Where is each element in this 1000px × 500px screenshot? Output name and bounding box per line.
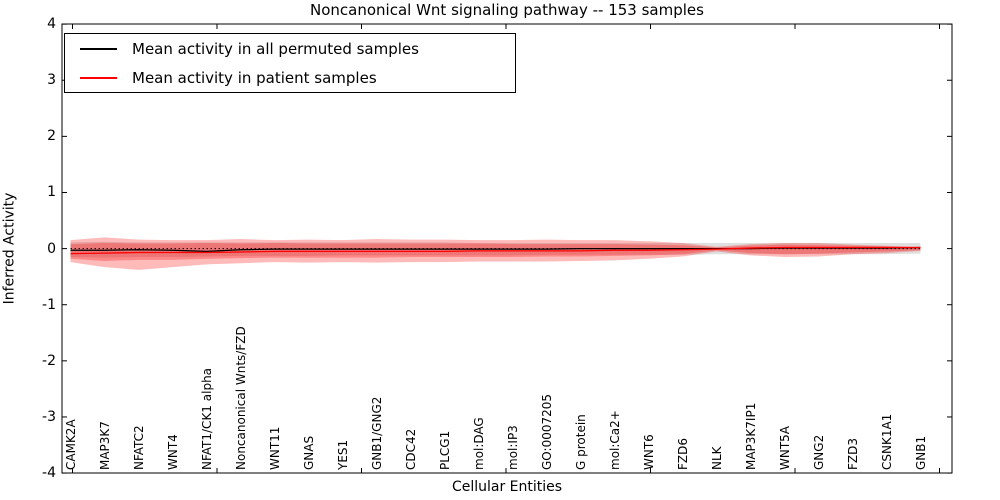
x-tick-label: G protein xyxy=(573,414,588,470)
red-line-swatch xyxy=(80,77,117,79)
x-tick-label: mol:Ca2+ xyxy=(607,410,622,470)
y-tick-label: 3 xyxy=(47,72,56,89)
y-tick-label: 4 xyxy=(47,16,56,33)
legend-label-patient: Mean activity in patient samples xyxy=(132,68,377,87)
x-tick-label: GNB1 xyxy=(913,435,928,470)
black-line-swatch xyxy=(80,48,117,50)
x-tick-label: NFATC2 xyxy=(131,425,146,470)
x-tick-label: WNT4 xyxy=(165,434,180,470)
x-tick-label: NFAT1/CK1 alpha xyxy=(199,367,214,470)
chart-title: Noncanonical Wnt signaling pathway -- 15… xyxy=(310,1,704,19)
x-tick-label: NLK xyxy=(709,446,724,470)
y-tick-label: 0 xyxy=(47,240,56,257)
x-tick-label: PLCG1 xyxy=(437,430,452,470)
y-tick-label: -2 xyxy=(42,352,56,369)
x-tick-label: MAP3K7 xyxy=(97,421,112,470)
patient-samples-std-outer-band xyxy=(70,237,921,270)
x-tick-label: FZD6 xyxy=(675,438,690,470)
y-tick-label: -3 xyxy=(42,408,56,425)
x-tick-label: GNG2 xyxy=(811,434,826,470)
x-tick-label: GO:0007205 xyxy=(539,393,554,470)
x-tick-label: mol:IP3 xyxy=(505,425,520,470)
y-tick-label: -4 xyxy=(42,465,56,482)
legend-item-patient: Mean activity in patient samples xyxy=(65,64,515,92)
x-tick-label: Noncanonical Wnts/FZD xyxy=(233,326,248,470)
y-tick-label: 1 xyxy=(47,184,56,201)
legend-label-permuted: Mean activity in all permuted samples xyxy=(132,39,419,58)
x-tick-label: MAP3K7IP1 xyxy=(743,402,758,470)
x-tick-label: WNT5A xyxy=(777,425,792,470)
y-tick-label: -1 xyxy=(42,296,56,313)
patient-samples-std-inner-band xyxy=(70,242,921,261)
legend-item-permuted: Mean activity in all permuted samples xyxy=(65,35,515,63)
x-tick-label: FZD3 xyxy=(845,438,860,470)
x-tick-label: YES1 xyxy=(335,439,350,470)
legend: Mean activity in all permuted samples Me… xyxy=(64,33,516,93)
x-tick-label: WNT11 xyxy=(267,426,282,470)
x-tick-label: WNT6 xyxy=(641,434,656,470)
patient-mean-line xyxy=(70,246,921,255)
x-tick-label: CSNK1A1 xyxy=(879,413,894,470)
x-tick-label: GNAS xyxy=(301,435,316,470)
x-tick-label: mol:DAG xyxy=(471,417,486,470)
x-axis-title: Cellular Entities xyxy=(451,479,563,495)
y-tick-label: 2 xyxy=(47,128,56,145)
x-tick-label: GNB1/GNG2 xyxy=(369,396,384,470)
x-tick-label: CDC42 xyxy=(403,428,418,470)
x-tick-label: CAMK2A xyxy=(63,419,78,470)
